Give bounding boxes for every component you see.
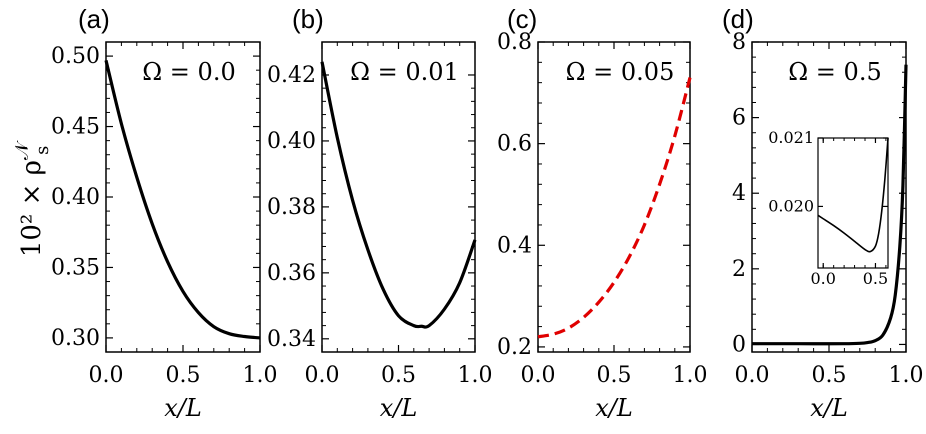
panel-b: 0.0 0.5 1.0 0.34 0.36 0.38 0.40 0.42 (b) Ω = 0.01… [267, 4, 492, 422]
panel-d-inset-series-line [817, 137, 889, 253]
panel-c-xtick-label: 1.0 [673, 363, 708, 388]
panel-d-inset-bg [818, 138, 888, 268]
panel-d-label: (d) [722, 4, 754, 34]
panel-a-ytick-label: 0.45 [51, 115, 100, 140]
panel-d-xtick-label: 0.5 [812, 363, 847, 388]
panel-c-xlabel: x/L [595, 394, 633, 422]
panel-d-inset-ytick-label: 0.021 [768, 128, 814, 147]
panel-c-ytick-label: 0.4 [497, 233, 532, 258]
panel-b-ytick-label: 0.36 [267, 261, 316, 286]
panel-d-ytick-label: 8 [732, 30, 746, 55]
panel-b-series-line [320, 61, 477, 329]
panel-d-omega-annotation: Ω = 0.5 [788, 58, 881, 86]
y-axis-label: 10² × ρ𝒩s [12, 140, 53, 257]
panel-d-ytick-label: 6 [732, 106, 746, 131]
panel-d-inset: 0.0 0.5 0.020 0.021 [768, 128, 889, 288]
panel-b-xtick-label: 0.5 [381, 363, 416, 388]
panel-a-ytick-label: 0.50 [51, 44, 100, 69]
panel-d-ytick-label: 0 [732, 332, 746, 357]
panel-b-ytick-label: 0.38 [267, 195, 316, 220]
panel-b-xtick-label: 0.0 [305, 363, 340, 388]
panel-b-ytick-label: 0.40 [267, 129, 316, 154]
panel-a-axes-frame [105, 41, 261, 353]
y-axis-label-main: 10² × ρ [17, 160, 47, 257]
panel-c-ytick-label: 0.8 [497, 30, 532, 55]
panel-a: 0.0 0.5 1.0 0.30 0.35 0.40 0.45 0.50 (a) Ω = 0.0 x… [51, 4, 277, 422]
panel-b-xlabel: x/L [380, 394, 418, 422]
panel-a-ytick-label: 0.40 [51, 185, 100, 210]
panel-a-xtick-label: 0.5 [166, 363, 201, 388]
panel-c-ytick-label: 0.2 [497, 335, 532, 360]
y-axis-label-sup: 𝒩 [12, 140, 33, 160]
panel-c-series-line [537, 77, 692, 339]
panel-a-omega-annotation: Ω = 0.0 [142, 58, 235, 86]
svg-text:10² × ρ𝒩s: 10² × ρ𝒩s [12, 140, 53, 257]
panel-a-xlabel: x/L [164, 394, 202, 422]
panel-b-axes-frame [321, 41, 476, 353]
panel-b-omega-annotation: Ω = 0.01 [350, 58, 459, 86]
panel-d-xtick-label: 0.0 [735, 363, 770, 388]
panel-c-xtick-label: 0.0 [521, 363, 556, 388]
panel-a-ytick-label: 0.35 [51, 255, 100, 280]
panel-d-inset-axes-frame [817, 137, 889, 269]
panel-c-axes-frame [537, 41, 691, 353]
panel-c: 0.0 0.5 1.0 0.2 0.4 0.6 0.8(c) Ω = 0.05 x/L [497, 4, 708, 422]
panel-b-xtick-label: 1.0 [458, 363, 493, 388]
panel-d-inset-xtick-label: 0.0 [810, 269, 835, 288]
panel-d-inset-xtick-label: 0.5 [863, 269, 888, 288]
panel-d-xtick-label: 1.0 [889, 363, 924, 388]
panel-c-label: (c) [507, 4, 537, 34]
panel-a-series-line [104, 59, 261, 340]
panel-b-ytick-label: 0.42 [267, 63, 316, 88]
panel-d-ytick-label: 2 [732, 257, 746, 282]
panel-a-xtick-label: 1.0 [243, 363, 278, 388]
panel-c-xtick-label: 0.5 [597, 363, 632, 388]
panels: 0.0 0.5 1.00.300.350.400.450.50(a)Ω = 0.0x… [51, 4, 923, 422]
panel-a-ytick-label: 0.30 [51, 326, 100, 351]
panel-d-series-line [752, 64, 908, 346]
panel-a-xtick-label: 0.0 [89, 363, 124, 388]
panel-d-inset-ytick-label: 0.020 [768, 196, 814, 215]
panel-d-xlabel: x/L [810, 394, 848, 422]
y-axis-label-sub: s [32, 146, 53, 155]
panel-b-ytick-label: 0.34 [267, 327, 316, 352]
panel-c-ytick-label: 0.6 [497, 132, 532, 157]
panel-b-label: (b) [292, 4, 324, 34]
panel-c-omega-annotation: Ω = 0.05 [566, 58, 675, 86]
panel-d-ytick-label: 4 [732, 181, 746, 206]
panel-a-label: (a) [78, 4, 110, 34]
